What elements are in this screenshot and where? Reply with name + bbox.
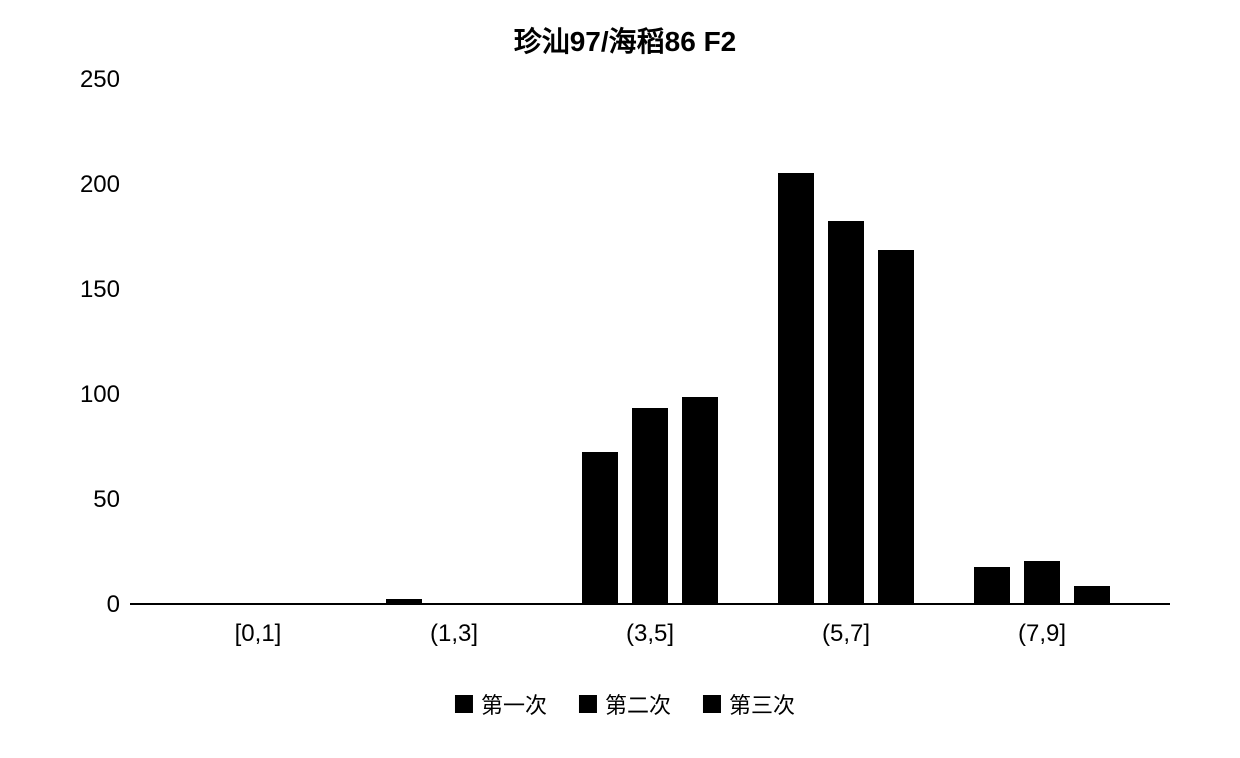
legend-item: 第三次 bbox=[703, 688, 795, 720]
bar bbox=[1074, 586, 1110, 603]
bar bbox=[682, 397, 718, 603]
x-axis-tick-label: (7,9] bbox=[982, 620, 1102, 648]
x-axis-tick-label: (1,3] bbox=[394, 620, 514, 648]
x-axis-tick-label: [0,1] bbox=[198, 620, 318, 648]
legend-label: 第二次 bbox=[605, 688, 671, 720]
legend-swatch bbox=[579, 695, 597, 713]
y-axis-tick-label: 0 bbox=[60, 591, 120, 619]
bar bbox=[632, 408, 668, 603]
y-axis-tick-label: 200 bbox=[60, 171, 120, 199]
x-axis-tick-label: (3,5] bbox=[590, 620, 710, 648]
y-axis-tick-label: 100 bbox=[60, 381, 120, 409]
chart-container: 珍汕97/海稻86 F2 第一次 第二次 第三次 0 50 100 150 200 250 [0… bbox=[60, 20, 1190, 720]
bar bbox=[582, 452, 618, 603]
bar bbox=[974, 567, 1010, 603]
y-axis-tick-label: 250 bbox=[60, 66, 120, 94]
y-axis-tick-label: 50 bbox=[60, 486, 120, 514]
bar bbox=[878, 250, 914, 603]
plot-area bbox=[130, 80, 1170, 605]
legend: 第一次 第二次 第三次 bbox=[455, 688, 795, 720]
bar bbox=[828, 221, 864, 603]
legend-swatch bbox=[455, 695, 473, 713]
legend-item: 第二次 bbox=[579, 688, 671, 720]
legend-label: 第一次 bbox=[481, 688, 547, 720]
bar bbox=[1024, 561, 1060, 603]
chart-title: 珍汕97/海稻86 F2 bbox=[514, 20, 737, 60]
legend-swatch bbox=[703, 695, 721, 713]
bar bbox=[778, 173, 814, 604]
bar bbox=[386, 599, 422, 603]
y-axis-tick-label: 150 bbox=[60, 276, 120, 304]
legend-label: 第三次 bbox=[729, 688, 795, 720]
x-axis-tick-label: (5,7] bbox=[786, 620, 906, 648]
legend-item: 第一次 bbox=[455, 688, 547, 720]
